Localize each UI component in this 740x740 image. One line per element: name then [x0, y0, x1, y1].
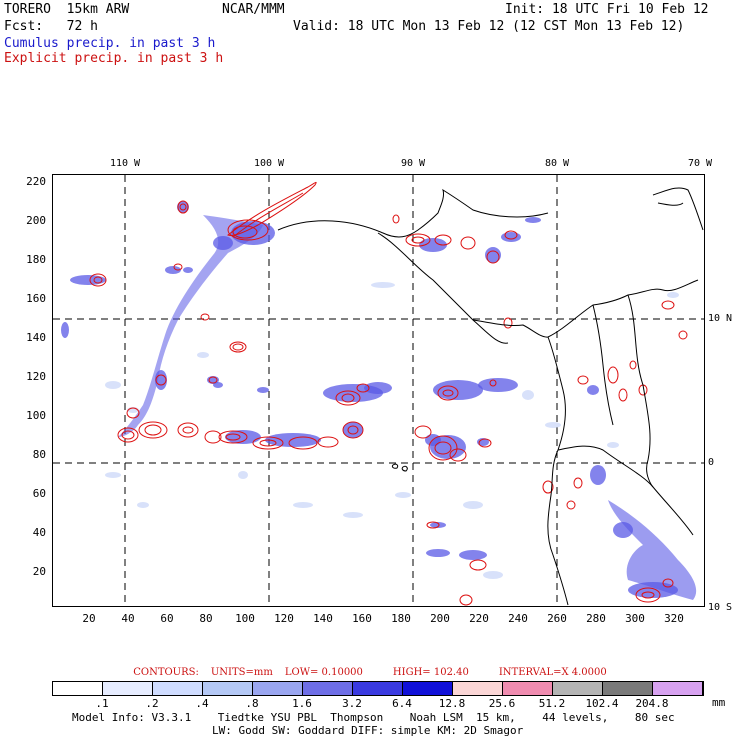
y-tick: 200 [26, 214, 46, 227]
y-tick: 80 [32, 448, 46, 461]
model-info: Model Info: V3.3.1 Tiedtke YSU PBL Thomp… [72, 711, 675, 724]
colorbar-cell [53, 682, 103, 695]
init-time: Init: 18 UTC Fri 10 Feb 12 [505, 2, 709, 17]
x-tick: 260 [547, 612, 567, 625]
colorbar-label: 204.8 [635, 697, 669, 710]
x-tick: 140 [313, 612, 333, 625]
colorbar-label: .4 [195, 697, 209, 710]
x-tick: 20 [82, 612, 96, 625]
contour-interval: INTERVAL=X 4.0000 [498, 667, 607, 678]
x-tick: 280 [586, 612, 606, 625]
valid-time: Valid: 18 UTC Mon 13 Feb 12 (12 CST Mon … [293, 19, 685, 34]
colorbar-label: 3.2 [342, 697, 362, 710]
colorbar-label: 102.4 [585, 697, 619, 710]
y-tick: 160 [26, 292, 46, 305]
colorbar-cell [353, 682, 403, 695]
lon-label-70w: 70 W [687, 158, 713, 169]
graticule [53, 175, 704, 606]
colorbar-cell [203, 682, 253, 695]
colorbar [52, 681, 704, 696]
y-tick: 100 [26, 409, 46, 422]
lat-label-10s: 10 S [708, 602, 733, 613]
cumulus-precip [61, 201, 697, 600]
colorbar-cell [153, 682, 203, 695]
lon-label-90w: 90 W [400, 158, 426, 169]
light-precip [105, 282, 679, 579]
x-tick: 160 [352, 612, 372, 625]
x-tick: 240 [508, 612, 528, 625]
cumulus-legend: Cumulus precip. in past 3 h [4, 36, 216, 51]
colorbar-unit: mm [712, 696, 726, 709]
colorbar-cell [303, 682, 353, 695]
colorbar-label: 12.8 [438, 697, 466, 710]
colorbar-cell [403, 682, 453, 695]
explicit-legend: Explicit precip. in past 3 h [4, 51, 224, 66]
lon-label-110w: 110 W [109, 158, 141, 169]
colorbar-label: 25.6 [488, 697, 516, 710]
lat-label-0: 0 [708, 457, 715, 468]
colorbar-label: .8 [245, 697, 259, 710]
explicit-precip-contours [89, 181, 688, 606]
y-tick: 180 [26, 253, 46, 266]
contour-high: HIGH= 102.40 [392, 667, 469, 678]
y-tick: 40 [32, 526, 46, 539]
y-tick: 220 [26, 175, 46, 188]
colorbar-cell [603, 682, 653, 695]
lat-label-10n: 10 N [708, 313, 733, 324]
x-tick: 40 [121, 612, 135, 625]
center-name: NCAR/MMM [222, 2, 285, 17]
x-tick: 220 [469, 612, 489, 625]
colorbar-label: .1 [95, 697, 109, 710]
x-tick: 60 [160, 612, 174, 625]
x-tick: 200 [430, 612, 450, 625]
forecast-hour: Fcst: 72 h [4, 19, 98, 34]
colorbar-cell [103, 682, 153, 695]
map-canvas [53, 175, 704, 606]
lon-label-100w: 100 W [253, 158, 285, 169]
colorbar-cell [503, 682, 553, 695]
physics-info: LW: Godd SW: Goddard DIFF: simple KM: 2D… [212, 724, 524, 737]
colorbar-cell [453, 682, 503, 695]
colorbar-cell [653, 682, 703, 695]
contour-info: CONTOURS: UNITS=mm LOW= 0.10000 HIGH= 102.4… [0, 667, 740, 678]
y-tick: 140 [26, 331, 46, 344]
precip-map [52, 174, 705, 607]
colorbar-label: .2 [145, 697, 159, 710]
colorbar-label: 6.4 [392, 697, 412, 710]
y-tick: 120 [26, 370, 46, 383]
x-tick: 100 [235, 612, 255, 625]
x-tick: 120 [274, 612, 294, 625]
colorbar-label: 51.2 [538, 697, 566, 710]
model-title: TORERO 15km ARW [4, 2, 130, 17]
lon-label-80w: 80 W [544, 158, 570, 169]
colorbar-cell [553, 682, 603, 695]
x-tick: 80 [199, 612, 213, 625]
contour-low: LOW= 0.10000 [284, 667, 363, 678]
contour-units: UNITS=mm [210, 667, 273, 678]
y-tick: 60 [32, 487, 46, 500]
x-tick: 180 [391, 612, 411, 625]
x-tick: 300 [625, 612, 645, 625]
contour-label: CONTOURS: [133, 667, 199, 678]
coastlines [277, 187, 704, 606]
y-tick: 20 [32, 565, 46, 578]
colorbar-label: 1.6 [292, 697, 312, 710]
x-tick: 320 [664, 612, 684, 625]
colorbar-cell [253, 682, 303, 695]
